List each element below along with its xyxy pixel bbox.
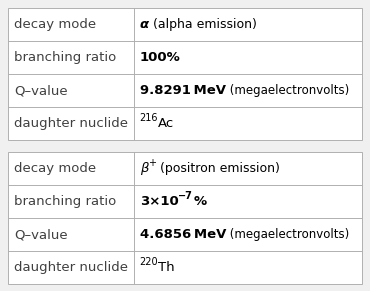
Text: decay mode: decay mode — [14, 18, 96, 31]
Text: Th: Th — [158, 261, 175, 274]
Text: (megaelectronvolts): (megaelectronvolts) — [226, 84, 349, 97]
Text: %: % — [193, 195, 206, 208]
Text: 9.8291 MeV: 9.8291 MeV — [139, 84, 226, 97]
Text: branching ratio: branching ratio — [14, 51, 116, 64]
Text: branching ratio: branching ratio — [14, 195, 116, 208]
Text: (megaelectronvolts): (megaelectronvolts) — [226, 228, 349, 241]
Text: (alpha emission): (alpha emission) — [149, 18, 257, 31]
Text: decay mode: decay mode — [14, 162, 96, 175]
Text: 220: 220 — [139, 257, 158, 267]
Text: daughter nuclide: daughter nuclide — [14, 261, 128, 274]
Text: (positron emission): (positron emission) — [156, 162, 280, 175]
Text: α: α — [139, 18, 149, 31]
Text: β: β — [139, 162, 148, 175]
Text: 100%: 100% — [139, 51, 181, 64]
Text: Q–value: Q–value — [14, 84, 68, 97]
Text: daughter nuclide: daughter nuclide — [14, 117, 128, 130]
Text: Q–value: Q–value — [14, 228, 68, 241]
Text: 216: 216 — [139, 113, 158, 123]
Text: +: + — [148, 157, 156, 168]
Text: 4.6856 MeV: 4.6856 MeV — [139, 228, 226, 241]
Text: −7: −7 — [178, 191, 193, 200]
Text: Ac: Ac — [158, 117, 174, 130]
Text: 3×10: 3×10 — [139, 195, 178, 208]
